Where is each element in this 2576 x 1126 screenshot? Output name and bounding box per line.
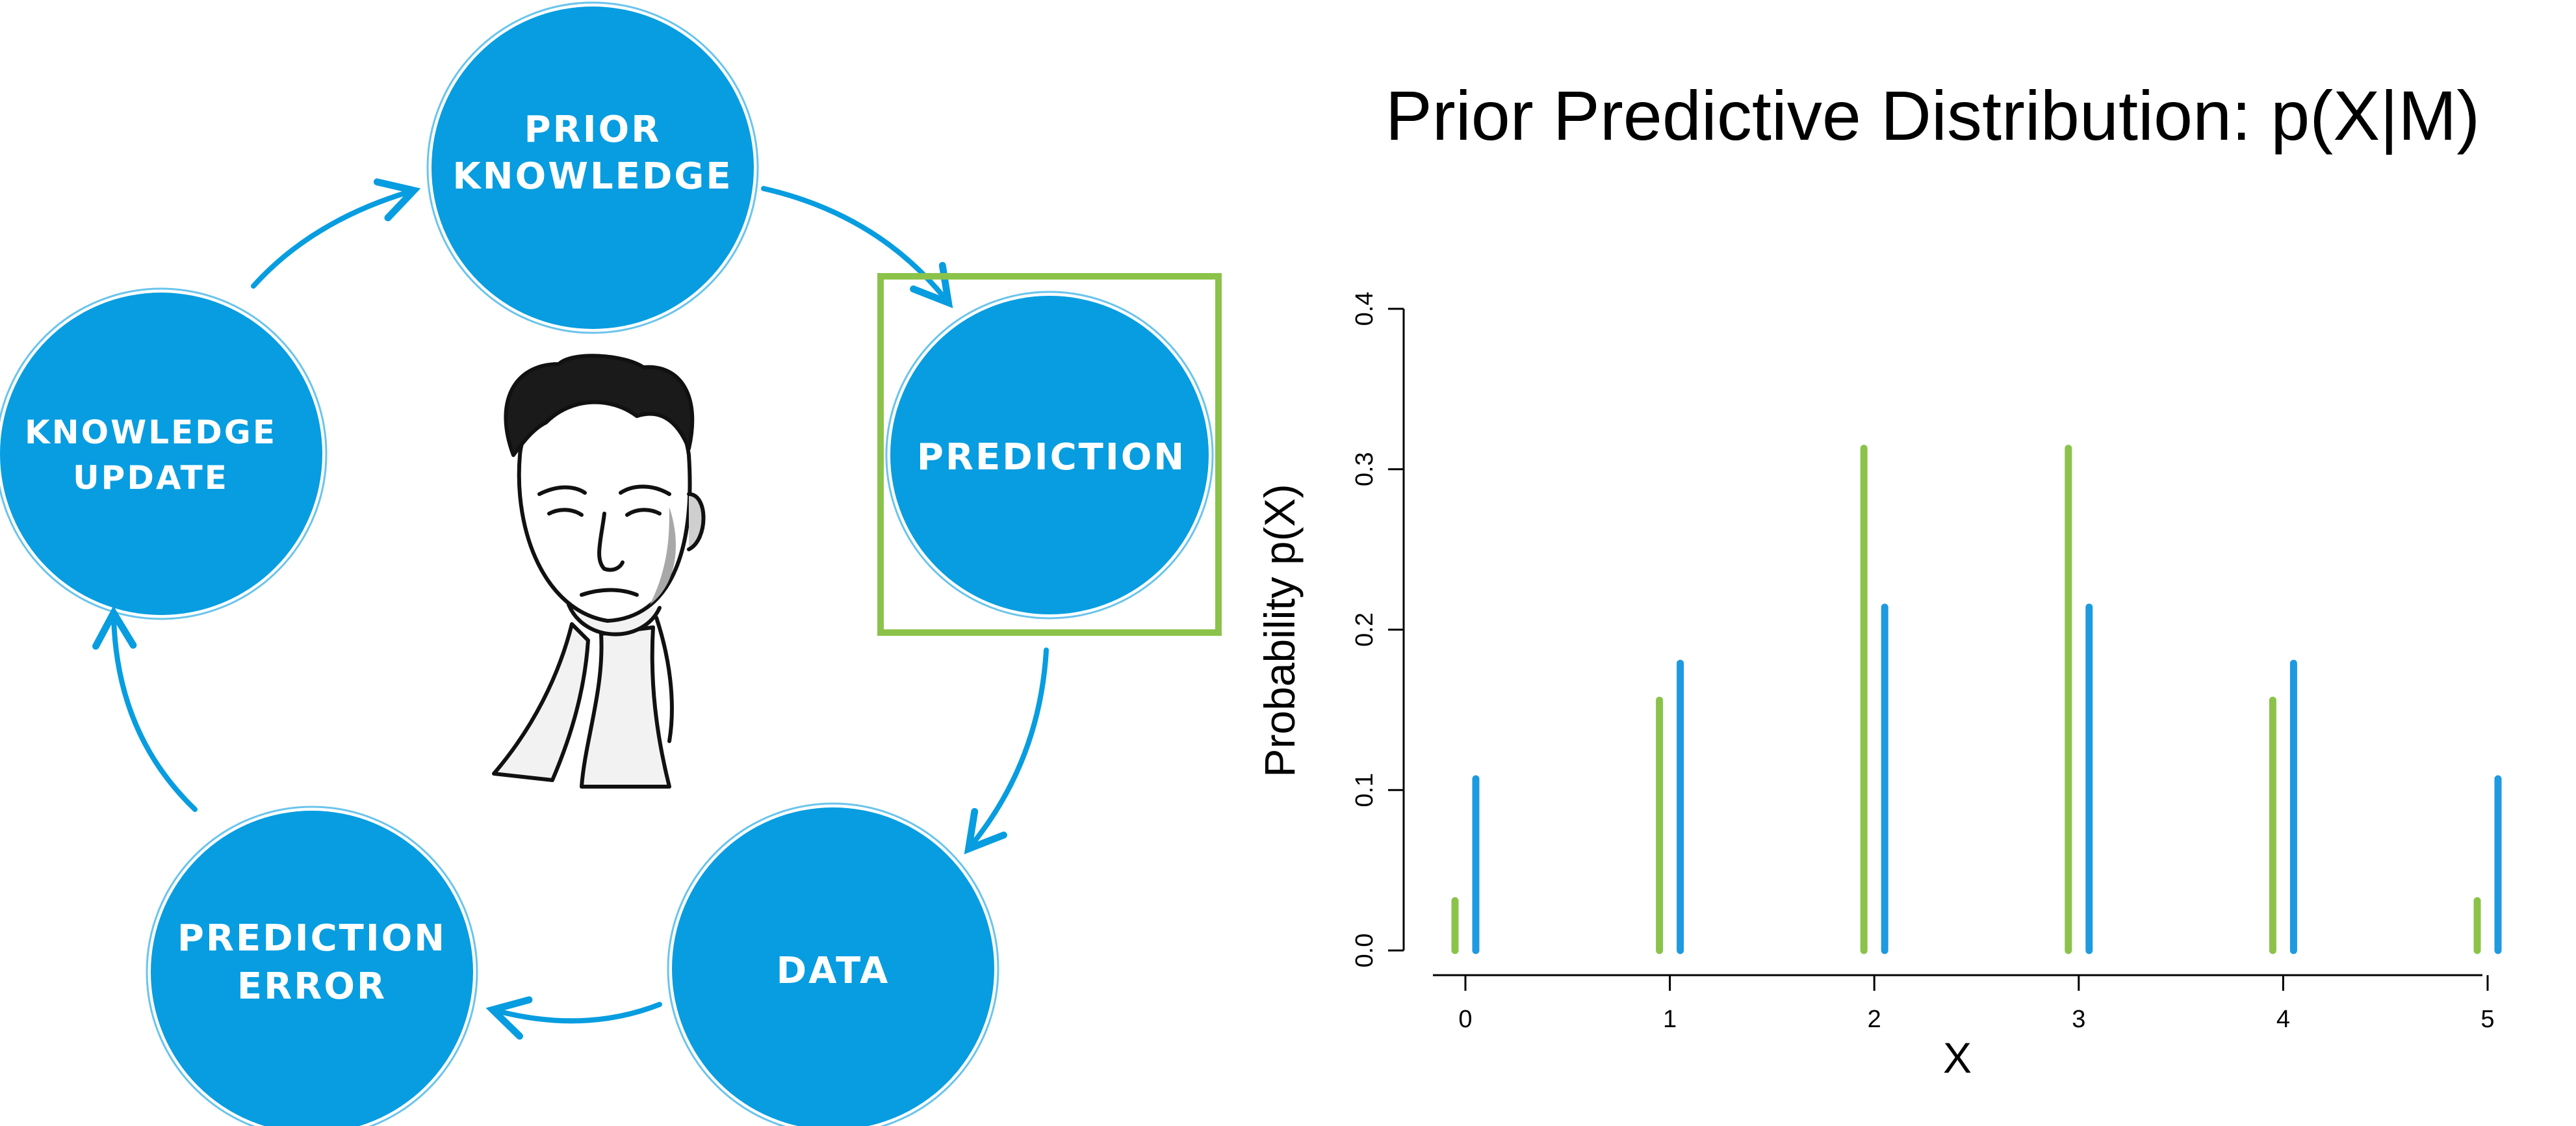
prior-knowledge-label-line1: PRIOR — [524, 109, 662, 151]
prior-predictive-chart: Prior Predictive Distribution: p(X|M) 0.… — [1256, 76, 2502, 1082]
knowledge-update-label-line2: UPDATE — [73, 459, 229, 497]
prediction-highlight-box — [877, 273, 1222, 636]
node-knowledge-update: KNOWLEDGE UPDATE — [0, 287, 328, 620]
y-ticks: 0.0 0.1 0.2 0.3 0.4 — [1351, 292, 1404, 968]
x-tick-label: 0 — [1458, 1006, 1472, 1033]
y-tick-label: 0.1 — [1351, 773, 1378, 807]
prediction-error-label-line1: PREDICTION — [177, 917, 446, 960]
chart-axes — [1402, 309, 2482, 976]
node-prediction-error: PREDICTION ERROR — [146, 805, 478, 1126]
x-axis-title: X — [1943, 1034, 1972, 1082]
node-prediction: PREDICTION — [885, 291, 1214, 620]
y-axis-title: Probability p(X) — [1256, 484, 1304, 777]
node-data: DATA — [667, 802, 999, 1126]
y-tick-label: 0.2 — [1351, 612, 1378, 647]
y-tick-label: 0.0 — [1351, 934, 1378, 968]
prediction-error-label-line2: ERROR — [237, 965, 387, 1008]
y-tick-label: 0.3 — [1351, 452, 1378, 486]
chart-bars — [1451, 445, 2502, 954]
prediction-label: PREDICTION — [917, 436, 1186, 478]
data-label: DATA — [777, 950, 890, 992]
prior-knowledge-label-line2: KNOWLEDGE — [452, 155, 732, 198]
x-ticks: 0 1 2 3 4 5 — [1458, 975, 2495, 1033]
arrow-prediction-to-data — [964, 648, 1049, 855]
y-tick-label: 0.4 — [1351, 292, 1378, 326]
x-tick-label: 4 — [2276, 1006, 2290, 1033]
portrait-illustration — [492, 354, 706, 789]
x-tick-label: 5 — [2480, 1006, 2494, 1033]
arrow-data-to-error — [485, 996, 662, 1040]
x-tick-label: 1 — [1663, 1006, 1677, 1033]
knowledge-update-label-line1: KNOWLEDGE — [25, 413, 277, 451]
learning-cycle-diagram: PRIOR KNOWLEDGE PREDICTION DATA PREDICTI… — [0, 1, 1222, 1126]
chart-title: Prior Predictive Distribution: p(X|M) — [1385, 76, 2480, 155]
arrow-prior-to-prediction — [761, 186, 953, 309]
node-prior-knowledge: PRIOR KNOWLEDGE — [426, 1, 759, 334]
x-tick-label: 3 — [2072, 1006, 2085, 1033]
arrow-update-to-prior — [251, 178, 421, 289]
arrow-error-to-update — [92, 605, 198, 812]
x-tick-label: 2 — [1868, 1006, 1881, 1033]
